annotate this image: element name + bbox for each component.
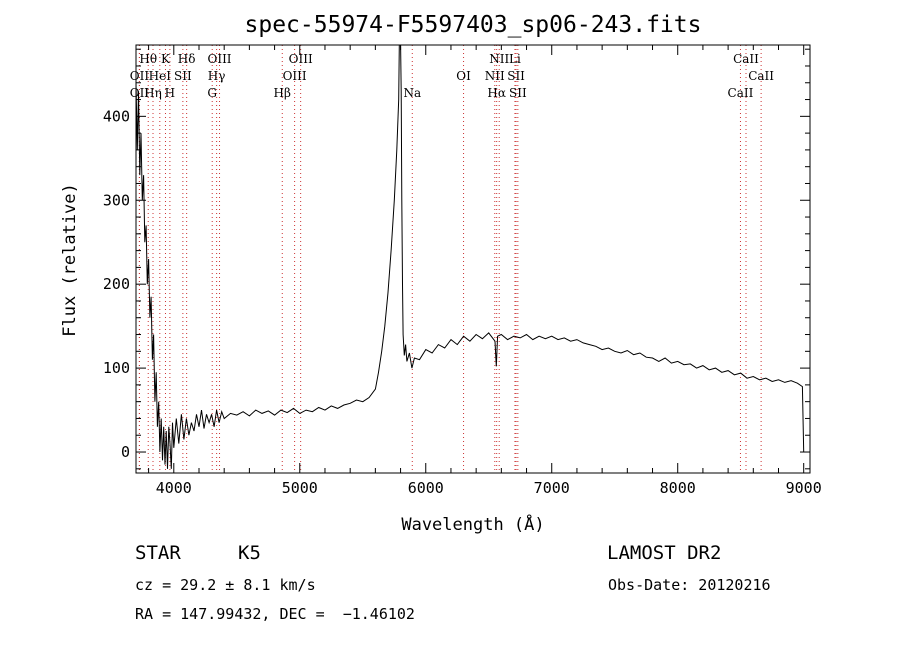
redshift-velocity: cz = 29.2 ± 8.1 km/s: [135, 576, 316, 594]
object-class: STAR: [135, 542, 181, 564]
x-tick-label-7000: 7000: [534, 479, 570, 497]
line-marker-label-14: NII: [485, 69, 505, 83]
line-marker-label-13: OI: [456, 69, 471, 83]
line-marker-label-7: CaII: [733, 52, 759, 66]
line-marker-label-10: SII: [174, 69, 192, 83]
line-marker-label-24: SII: [509, 86, 527, 100]
y-tick-label-100: 100: [103, 359, 130, 377]
line-marker-label-17: OII: [130, 86, 150, 100]
y-axis: 0 100 200 300 400: [103, 48, 810, 470]
line-marker-label-2: Hδ: [178, 52, 196, 66]
survey-name: LAMOST DR2: [607, 542, 722, 564]
line-marker-label-25: CaII: [728, 86, 754, 100]
line-marker-label-9: HeI: [149, 69, 172, 83]
line-marker-label-19: H: [165, 86, 175, 100]
line-marker-label-11: Hγ: [208, 69, 226, 83]
plot-frame: [135, 44, 811, 474]
line-marker-label-3: OIII: [207, 52, 231, 66]
y-tick-label-300: 300: [103, 191, 130, 209]
line-marker-label-22: Na: [403, 86, 421, 100]
coordinates: RA = 147.99432, DEC = −1.46102: [135, 605, 415, 623]
x-tick-label-5000: 5000: [282, 479, 318, 497]
line-marker-label-4: OIII: [289, 52, 313, 66]
line-marker-label-8: OII: [130, 69, 150, 83]
spectral-line-markers: [138, 45, 762, 473]
line-marker-label-0: Hθ: [139, 52, 157, 66]
chart-title: spec-55974-F5597403_sp06-243.fits: [245, 12, 702, 38]
line-marker-label-20: G: [207, 86, 217, 100]
y-tick-label-200: 200: [103, 275, 130, 293]
line-marker-label-15: SII: [507, 69, 525, 83]
y-tick-label-400: 400: [103, 107, 130, 125]
x-axis-label: Wavelength (Å): [401, 513, 544, 535]
line-marker-label-6: Li: [509, 52, 521, 66]
spectrum-line: [135, 44, 805, 469]
x-tick-label-4000: 4000: [156, 479, 192, 497]
line-marker-label-21: Hβ: [274, 86, 291, 100]
x-axis: 4000 5000 6000 7000 8000 9000: [148, 45, 822, 497]
line-marker-label-23: Hα: [487, 86, 506, 100]
x-tick-label-6000: 6000: [408, 479, 444, 497]
observation-date: Obs-Date: 20120216: [608, 576, 771, 594]
line-marker-label-5: NII: [489, 52, 509, 66]
line-marker-label-12: OIII: [283, 69, 307, 83]
line-marker-label-1: K: [161, 52, 171, 66]
line-marker-label-18: Hη: [144, 86, 162, 100]
line-marker-label-16: CaII: [748, 69, 774, 83]
y-tick-label-0: 0: [121, 443, 130, 461]
x-tick-label-8000: 8000: [660, 479, 696, 497]
object-subclass: K5: [238, 542, 261, 564]
x-tick-label-9000: 9000: [786, 479, 822, 497]
y-axis-label: Flux (relative): [60, 183, 80, 337]
